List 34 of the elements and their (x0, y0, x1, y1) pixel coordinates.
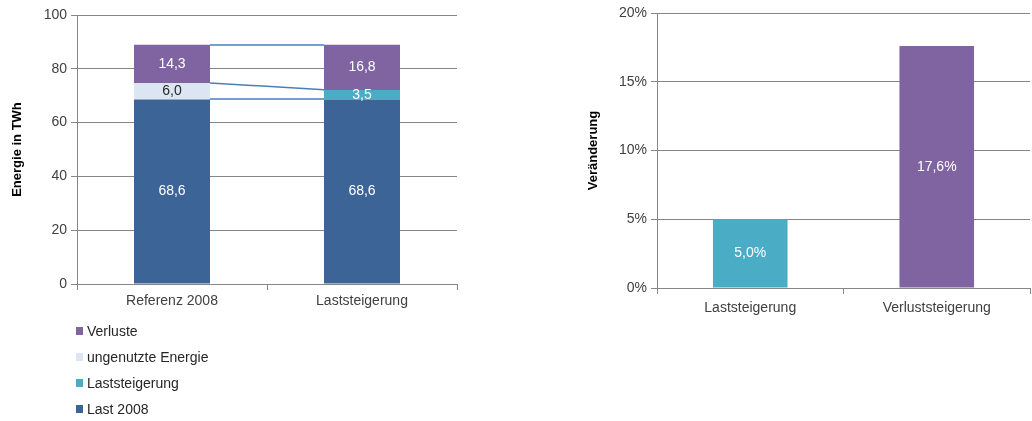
x-tick-label: Laststeigerung (316, 292, 408, 309)
x-tick-label: Referenz 2008 (126, 292, 219, 309)
data-label: 5,0% (734, 244, 767, 261)
y-tick-label: 60 (51, 113, 68, 130)
y-tick-label: 80 (51, 59, 68, 76)
y-tick-label: 10% (618, 141, 647, 158)
legend-label: ungenutzte Energie (87, 349, 209, 365)
y-tick-label: 0% (626, 278, 647, 295)
y-tick-label: 20% (618, 3, 647, 20)
y-tick-label: 0 (59, 274, 68, 291)
data-label: 16,8 (348, 58, 376, 75)
y-tick-label: 20 (51, 221, 68, 238)
x-tick-label: Verluststeigerung (882, 299, 991, 316)
data-label: 6,0 (162, 82, 182, 99)
bar (324, 99, 400, 284)
y-tick-label: 5% (626, 210, 647, 227)
y-axis-title: Veränderung (585, 110, 601, 191)
bar (324, 44, 400, 91)
y-axis-title: Energie in TWh (9, 102, 25, 197)
y-tick-label: 100 (43, 5, 68, 22)
y-tick-label: 40 (51, 167, 68, 184)
x-tick-label: Laststeigerung (704, 299, 797, 316)
bar (134, 44, 210, 84)
bar (134, 99, 210, 284)
data-label: 17,6% (916, 157, 957, 174)
legend-label: Last 2008 (87, 401, 149, 417)
y-tick-label: 15% (618, 72, 647, 89)
bar (134, 83, 210, 100)
legend-label: Verluste (87, 323, 138, 339)
data-label: 68,6 (348, 182, 376, 199)
data-label: 14,3 (158, 54, 186, 71)
legend-label: Laststeigerung (87, 375, 179, 391)
data-label: 68,6 (158, 182, 186, 199)
data-label: 3,5 (352, 85, 372, 102)
